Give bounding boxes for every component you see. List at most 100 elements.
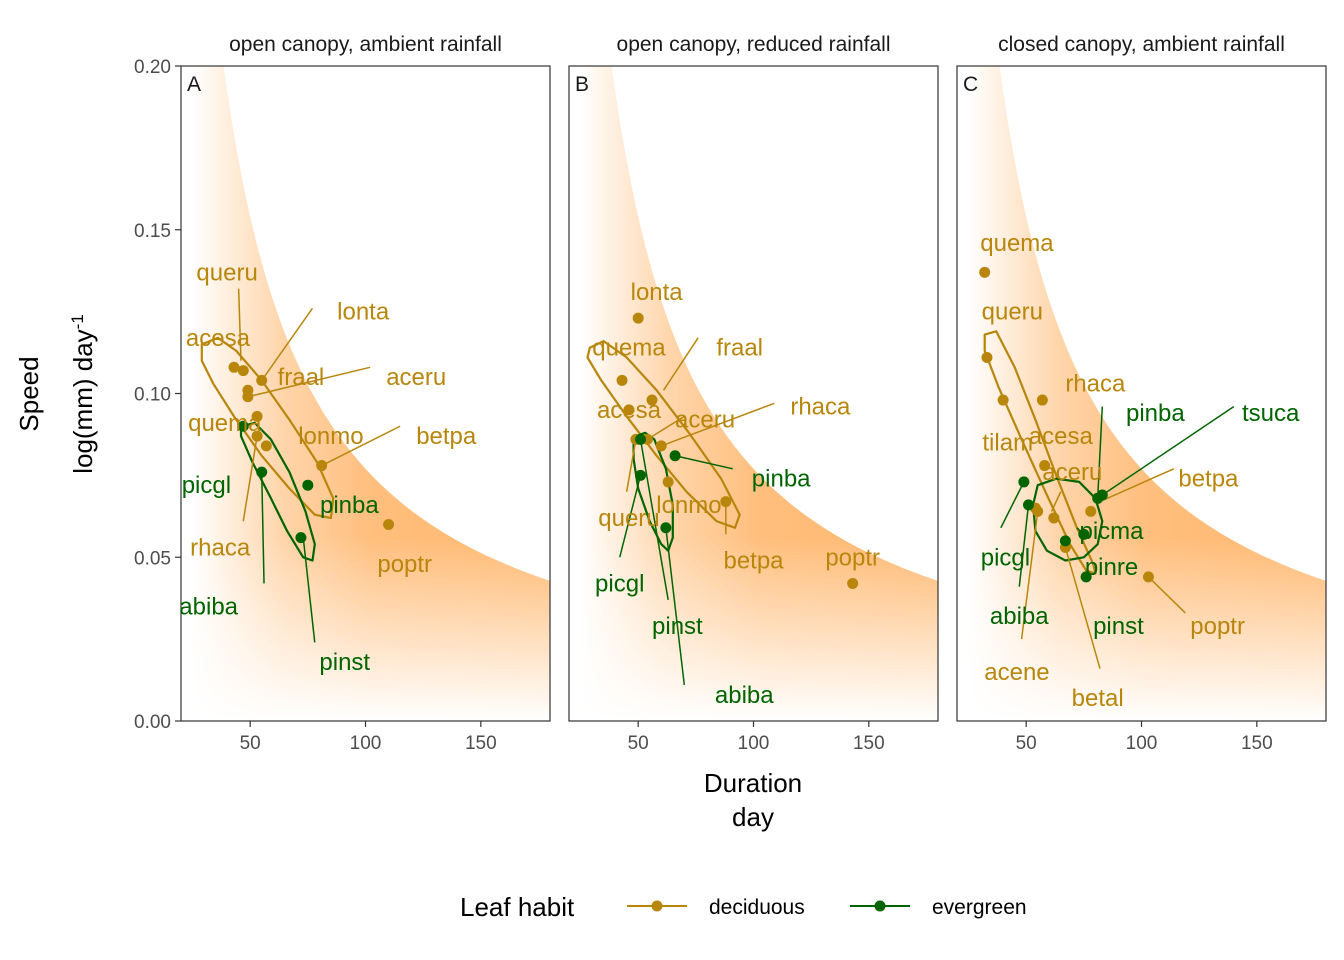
ellipse-evergreen (1031, 477, 1104, 562)
leader-line-picgl (619, 475, 642, 558)
y-axis-title-line-2: log(mm) day-1 (68, 314, 99, 474)
label-acesa: acesa (597, 397, 662, 424)
point-acesa (623, 404, 635, 416)
point-queru (237, 365, 249, 377)
label-lonmo: lonmo (656, 492, 721, 519)
x-tick-label: 150 (465, 733, 497, 754)
shaded-region (957, 66, 1326, 721)
point-pinba (669, 450, 681, 462)
point-poptr (383, 519, 395, 530)
label-fraal: fraal (278, 364, 325, 391)
point-pinst (1080, 571, 1092, 583)
x-tick-label: 100 (1126, 733, 1158, 754)
x-axis-title-line-2: day (732, 802, 774, 832)
legend-key-deciduous-dot (651, 900, 663, 912)
ellipse-deciduous (200, 336, 335, 520)
legend-label-deciduous: deciduous (709, 896, 805, 919)
leader-line-pinst (639, 439, 669, 600)
label-pinre: pinre (1085, 554, 1138, 581)
legend-key-evergreen-dot (874, 900, 886, 912)
leader-line-picgl (1000, 481, 1025, 529)
label-queru: queru (598, 505, 659, 532)
label-quema: quema (188, 410, 262, 437)
point-picgl (237, 420, 249, 432)
panel-label: A (187, 73, 201, 96)
panel-title: open canopy, reduced rainfall (617, 33, 891, 56)
label-pinba: pinba (752, 466, 811, 493)
point-betpa (720, 496, 732, 508)
shade-fade (181, 66, 550, 721)
panel-label: B (575, 73, 589, 96)
leader-line-pinba (674, 454, 733, 470)
panel-title: closed canopy, ambient rainfall (998, 33, 1285, 56)
point-quema (251, 410, 263, 422)
leader-line-fraal (662, 337, 699, 391)
label-betpa: betpa (416, 423, 477, 450)
x-tick-label: 150 (1241, 733, 1273, 754)
label-poptr: poptr (1190, 613, 1245, 640)
point-aceru (242, 391, 254, 403)
label-betpa: betpa (723, 548, 784, 575)
point-picgl (1018, 476, 1030, 488)
label-picgl: picgl (981, 544, 1030, 571)
panel-title: open canopy, ambient rainfall (229, 33, 502, 56)
x-tick-label: 100 (350, 733, 382, 754)
label-rhaca: rhaca (790, 394, 851, 421)
label-pinst: pinst (652, 613, 703, 640)
point-pinst (295, 532, 307, 544)
label-poptr: poptr (825, 544, 880, 571)
label-betal: betal (1072, 685, 1124, 712)
label-abiba: abiba (990, 603, 1049, 630)
leader-line-lonta (261, 307, 314, 381)
label-pinst: pinst (319, 649, 370, 676)
label-lonta: lonta (337, 299, 390, 326)
leader-line-abiba (1018, 504, 1030, 587)
point-lonmo (662, 476, 674, 488)
leader-line-rhaca (242, 435, 258, 522)
label-queru: queru (196, 259, 257, 286)
leader-line-betpa (1099, 468, 1175, 503)
y-axis-title-exponent: -1 (68, 314, 87, 329)
leader-line-acene (1020, 511, 1039, 640)
label-quema: quema (980, 230, 1054, 257)
point-betal2 (1048, 512, 1060, 524)
label-acesa: acesa (1029, 423, 1094, 450)
point-lonta (256, 374, 268, 386)
label-picgl: picgl (182, 472, 231, 499)
point-poptr (1142, 571, 1154, 583)
y-tick-label: 0.20 (134, 57, 171, 78)
legend-label-evergreen: evergreen (932, 896, 1027, 919)
point-abiba (1022, 499, 1034, 511)
point-picgl (634, 469, 646, 481)
shade-fade (569, 66, 938, 721)
point-picma (1059, 535, 1071, 547)
x-axis-title: Duration day (704, 768, 802, 832)
panel-b: open canopy, reduced rainfall B 50 100 150 lo… (568, 33, 939, 754)
panel-a: open canopy, ambient rainfall A 50 100 150 0.… (134, 33, 551, 754)
label-quema: quema (592, 335, 666, 362)
label-aceru: aceru (1042, 459, 1102, 486)
x-tick-label: 150 (853, 733, 885, 754)
label-aceru: aceru (675, 407, 735, 434)
label-abiba: abiba (179, 593, 238, 620)
label-pinba: pinba (320, 492, 379, 519)
facet-panels: open canopy, ambient rainfall A 50 100 150 0.… (134, 33, 1327, 754)
shaded-region (569, 66, 938, 721)
label-acene: acene (984, 659, 1049, 686)
point-tsuca (1096, 489, 1108, 501)
point-pinba (302, 479, 314, 491)
label-rhaca: rhaca (1065, 371, 1126, 398)
point-abiba (256, 466, 268, 478)
label-aceru: aceru (386, 364, 446, 391)
leader-line-betal (1064, 547, 1101, 669)
point-pinst (634, 433, 646, 445)
point-poptr (847, 577, 859, 589)
point-queru (981, 351, 993, 363)
leader-line-betpa (321, 425, 401, 467)
label-tsuca: tsuca (1242, 400, 1300, 427)
y-tick-label: 0.10 (134, 385, 171, 406)
point-pinre (1078, 528, 1090, 540)
leader-line-tsuca (1101, 405, 1235, 496)
label-lonta: lonta (631, 279, 684, 306)
